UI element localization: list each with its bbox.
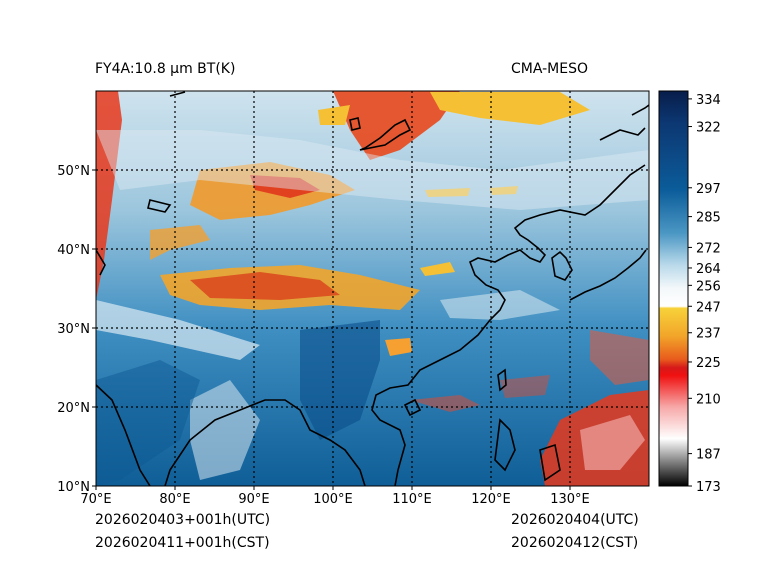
init-time-utc: 2026020403+001h(UTC) [95, 512, 271, 528]
colorbar-tick-label: 334 [696, 93, 721, 108]
valid-time-cst: 2026020412(CST) [511, 535, 639, 551]
axis-labels: 70°E 80°E 90°E 100°E 110°E 120°E 130°E 50°N 40°N… [57, 164, 590, 507]
colorbar-tick-label: 272 [696, 241, 721, 256]
colorbar-tick-label: 173 [696, 480, 721, 495]
colorbar-tick-label: 247 [696, 300, 721, 315]
lon-label: 110°E [392, 492, 432, 507]
colorbar-tick-label: 210 [696, 392, 721, 407]
lat-label: 20°N [57, 401, 90, 416]
lat-label: 40°N [57, 243, 90, 258]
colorbar [658, 90, 689, 487]
colorbar-tick-label: 256 [696, 279, 721, 294]
map-frame [95, 90, 650, 487]
colorbar-tick-label: 285 [696, 211, 721, 226]
title-right: CMA-MESO [511, 61, 589, 77]
lon-label: 120°E [471, 492, 511, 507]
graticule [96, 91, 649, 486]
title-left: FY4A:10.8 µm BT(K) [95, 61, 236, 77]
colorbar-tick-label: 237 [696, 327, 721, 342]
lon-label: 90°E [238, 492, 269, 507]
lon-label: 100°E [313, 492, 353, 507]
lat-label: 50°N [57, 164, 90, 179]
lat-label: 30°N [57, 322, 90, 337]
lon-label: 70°E [80, 492, 111, 507]
colorbar-tick-label: 297 [696, 182, 721, 197]
colorbar-tick-label: 322 [696, 121, 721, 136]
lat-label: 10°N [57, 480, 90, 495]
valid-time-utc: 2026020404(UTC) [511, 512, 639, 528]
colorbar-tick-label: 264 [696, 262, 721, 277]
satellite-imagery [96, 91, 649, 486]
colorbar-tick-label: 225 [696, 356, 721, 371]
colorbar-ticks: 334 322 297 285 272 264 256 247 237 225 210 187 173 [688, 93, 721, 495]
lon-label: 80°E [159, 492, 190, 507]
lon-label: 130°E [550, 492, 590, 507]
colorbar-tick-label: 187 [696, 448, 721, 463]
init-time-cst: 2026020411+001h(CST) [95, 535, 270, 551]
